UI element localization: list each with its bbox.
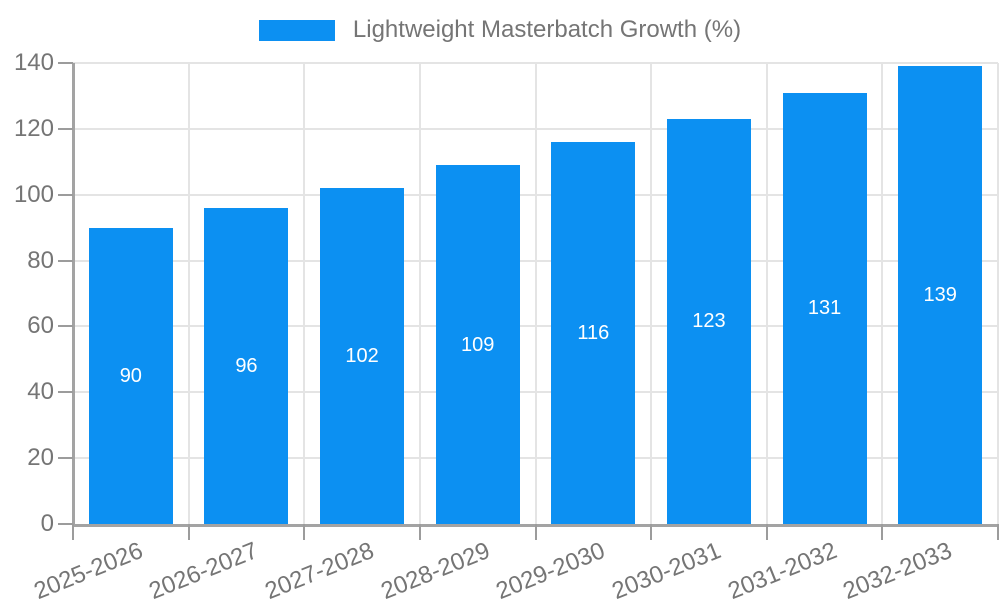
y-tick xyxy=(58,259,73,262)
gridline-v xyxy=(765,63,768,524)
bar-value-label: 131 xyxy=(807,297,842,320)
y-tick xyxy=(58,325,73,328)
bar xyxy=(666,118,751,524)
bar xyxy=(204,207,289,524)
bar-value-label: 109 xyxy=(461,333,495,356)
gridline-v xyxy=(187,63,190,524)
y-tick-label: 140 xyxy=(13,49,54,76)
bar-value-label: 96 xyxy=(235,354,258,377)
bar xyxy=(898,66,983,524)
bar xyxy=(88,227,173,524)
x-tick xyxy=(765,524,768,540)
y-tick xyxy=(58,457,73,460)
x-tick xyxy=(650,524,653,540)
bar-value-label: 123 xyxy=(692,310,726,333)
y-tick-label: 60 xyxy=(27,312,54,340)
bar xyxy=(320,188,405,524)
x-tick xyxy=(72,524,74,540)
x-tick xyxy=(881,524,884,540)
gridline-v xyxy=(418,63,421,524)
x-tick xyxy=(534,524,537,540)
bar xyxy=(551,142,636,524)
bar-value-label: 90 xyxy=(119,364,142,387)
bar-value-label: 116 xyxy=(577,322,610,344)
bar-value-label: 139 xyxy=(923,284,957,307)
bar xyxy=(782,92,867,524)
gridline-v xyxy=(303,63,306,524)
plot-area: 0 20 40 60 80 100 120 140 90 2025-2026 96 2026-2027… xyxy=(14,50,999,600)
x-tick xyxy=(997,524,999,540)
legend-label: Lightweight Masterbatch Growth (%) xyxy=(352,16,742,43)
y-tick xyxy=(58,391,73,394)
bar xyxy=(435,165,520,524)
y-tick-label: 100 xyxy=(13,180,54,208)
gridline-v xyxy=(881,63,884,524)
y-tick xyxy=(58,193,73,196)
y-tick-label: 0 xyxy=(40,510,54,537)
y-tick-label: 20 xyxy=(27,444,54,472)
legend-swatch xyxy=(258,19,335,41)
gridline-v xyxy=(534,63,537,524)
gridline-v xyxy=(650,63,653,524)
y-tick xyxy=(58,62,73,64)
x-tick xyxy=(418,524,421,540)
y-tick-label: 80 xyxy=(27,246,54,274)
x-tick xyxy=(187,524,190,540)
bar-value-label: 102 xyxy=(345,345,379,368)
y-axis-line xyxy=(72,63,75,524)
legend: Lightweight Masterbatch Growth (%) xyxy=(0,15,1000,45)
gridline-v xyxy=(997,63,999,524)
y-tick xyxy=(58,127,73,130)
y-tick xyxy=(58,523,73,525)
x-tick xyxy=(303,524,306,540)
y-tick-label: 40 xyxy=(27,378,54,406)
y-tick-label: 120 xyxy=(13,114,54,142)
